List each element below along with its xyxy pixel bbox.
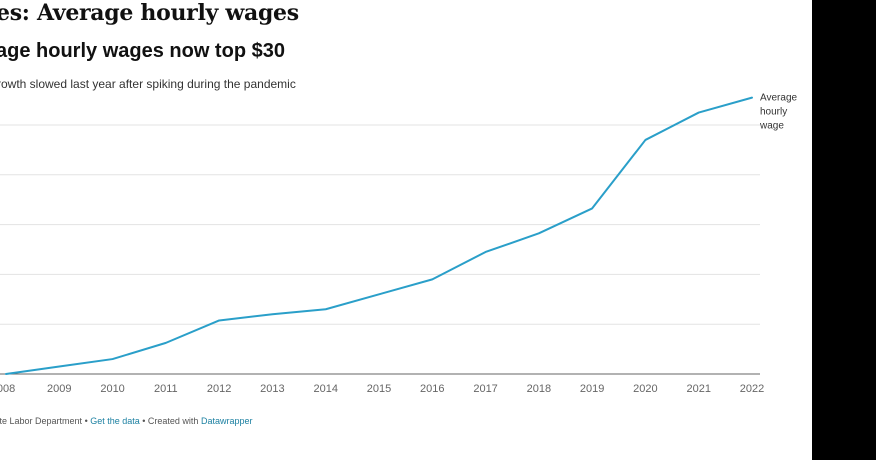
source-text: tate Labor Department <box>0 416 83 426</box>
x-tick-label-2016: 2016 <box>420 383 444 395</box>
x-tick-label-2015: 2015 <box>367 383 391 395</box>
datawrapper-link[interactable]: Datawrapper <box>200 416 253 426</box>
chart-subtitle: rowth slowed last year after spiking dur… <box>0 77 296 91</box>
series-label-average-hourly-wage: Average hourly wage <box>759 93 798 132</box>
x-tick-label-2021: 2021 <box>686 383 710 395</box>
series-group <box>5 96 753 375</box>
x-tick-label-2012: 2012 <box>207 383 231 395</box>
chart-footer: tate Labor Department • Get the data • C… <box>0 416 252 426</box>
x-tick-label-2010: 2010 <box>100 383 124 395</box>
x-tick-label-2009: 2009 <box>47 383 71 395</box>
get-data-link[interactable]: Get the data <box>90 416 140 426</box>
series-label-line: Average <box>760 93 798 104</box>
black-side-panel <box>812 0 876 460</box>
line-chart: 008 2009 2010 2011 2012 2013 2014 2015 2016 2017 2… <box>0 93 798 395</box>
gridlines <box>0 124 760 375</box>
x-tick-label-2011: 2011 <box>154 383 178 395</box>
created-with-text: • Created with <box>139 416 201 426</box>
x-axis: 008 2009 2010 2011 2012 2013 2014 2015 2016 2017 2… <box>0 383 764 395</box>
chart-page: es: Average hourly wages age hourly wage… <box>0 0 798 426</box>
x-tick-label-2013: 2013 <box>260 383 284 395</box>
series-label-line: hourly <box>760 107 787 118</box>
series-labels: Average hourly wage <box>759 93 798 132</box>
series-label-line: wage <box>759 121 784 132</box>
x-tick-label-2014: 2014 <box>313 383 337 395</box>
x-tick-label-2018: 2018 <box>527 383 551 395</box>
x-tick-label-2020: 2020 <box>633 383 657 395</box>
x-tick-label-2019: 2019 <box>580 383 604 395</box>
series-line-average-hourly-wage <box>5 96 753 375</box>
x-tick-label-2008: 008 <box>0 383 15 395</box>
headline: es: Average hourly wages <box>0 0 299 26</box>
x-tick-label-2017: 2017 <box>473 383 497 395</box>
x-tick-label-2022: 2022 <box>740 383 764 395</box>
footer-separator: • <box>82 416 91 426</box>
chart-title: age hourly wages now top $30 <box>0 40 285 62</box>
